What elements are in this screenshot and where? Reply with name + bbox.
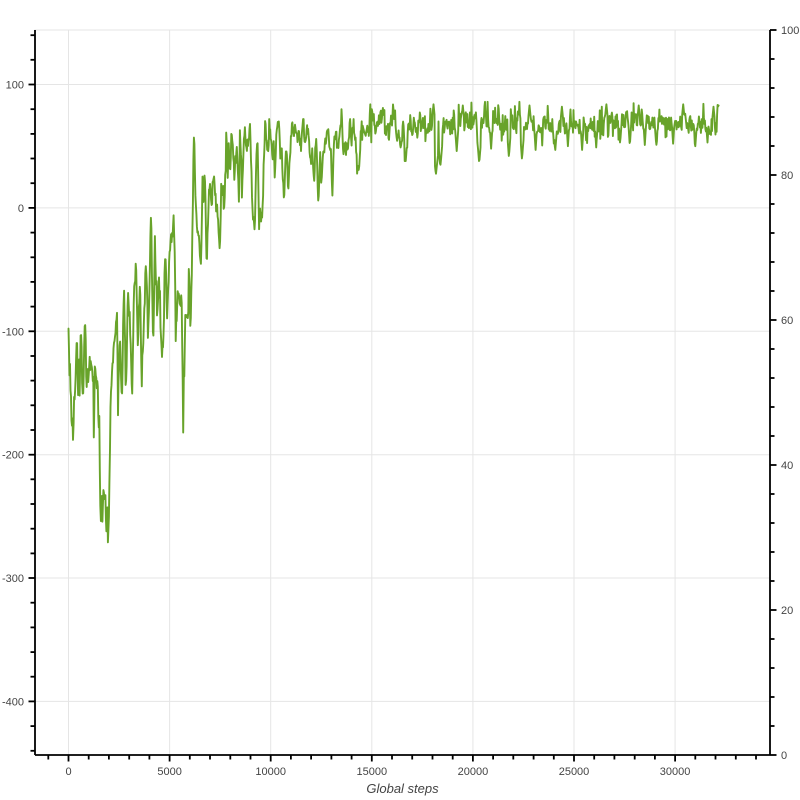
svg-text:80: 80 — [781, 170, 793, 182]
svg-text:25000: 25000 — [559, 766, 590, 778]
svg-text:100: 100 — [6, 80, 24, 92]
svg-text:60: 60 — [781, 315, 793, 327]
svg-text:-200: -200 — [2, 450, 24, 462]
svg-text:0: 0 — [18, 203, 24, 215]
svg-text:100: 100 — [781, 25, 799, 37]
svg-text:10000: 10000 — [255, 766, 286, 778]
svg-text:15000: 15000 — [357, 766, 388, 778]
svg-text:-400: -400 — [2, 696, 24, 708]
svg-text:40: 40 — [781, 460, 793, 472]
svg-text:20000: 20000 — [458, 766, 489, 778]
svg-text:-100: -100 — [2, 326, 24, 338]
svg-text:30000: 30000 — [660, 766, 691, 778]
svg-text:0: 0 — [781, 750, 787, 762]
svg-text:-300: -300 — [2, 573, 24, 585]
svg-text:Global steps: Global steps — [366, 781, 439, 796]
svg-text:20: 20 — [781, 605, 793, 617]
svg-text:0: 0 — [65, 766, 71, 778]
svg-text:5000: 5000 — [157, 766, 181, 778]
